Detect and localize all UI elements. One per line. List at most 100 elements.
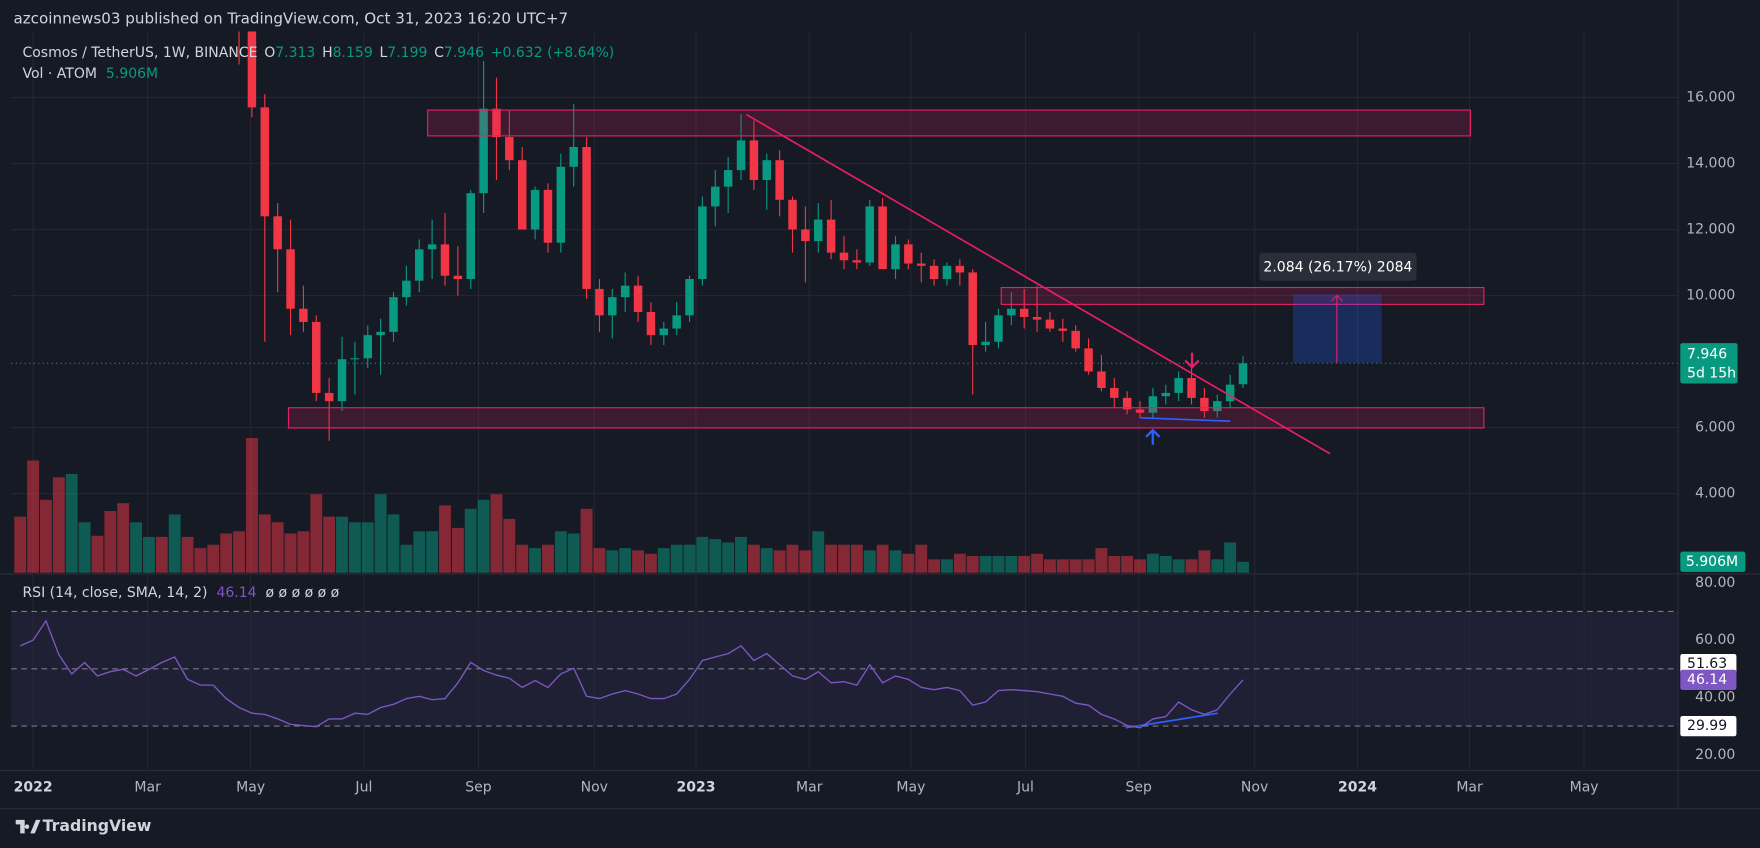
volume-bar bbox=[40, 499, 52, 573]
candle-body bbox=[814, 219, 823, 242]
candle-body bbox=[299, 308, 308, 322]
rsi-value-label: 46.14 bbox=[1687, 672, 1727, 688]
candle-body bbox=[788, 199, 797, 230]
volume-bar bbox=[1005, 555, 1018, 573]
volume-bar bbox=[271, 522, 284, 573]
candle-body bbox=[1161, 392, 1171, 397]
legend-item: 7.313 bbox=[275, 45, 315, 61]
volume-bar bbox=[709, 539, 722, 573]
volume-bar bbox=[464, 508, 477, 573]
candle-body bbox=[672, 315, 681, 329]
x-tick-label: 2024 bbox=[1338, 779, 1377, 795]
x-tick-label: Mar bbox=[796, 779, 823, 795]
volume-bar bbox=[747, 544, 760, 573]
rsi-marker-box bbox=[1680, 654, 1737, 675]
legend-item: O bbox=[264, 45, 275, 61]
volume-bar bbox=[1018, 555, 1031, 573]
volume-bar bbox=[1043, 559, 1056, 573]
candle-body bbox=[1122, 397, 1132, 410]
volume-bar bbox=[1095, 548, 1108, 573]
volume-bar bbox=[812, 531, 825, 573]
trendline bbox=[746, 113, 1331, 455]
candle-body bbox=[530, 189, 540, 230]
legend-item: Vol · ATOM bbox=[22, 66, 97, 82]
volume-bar bbox=[657, 548, 670, 573]
volume-bar bbox=[619, 548, 632, 573]
candle-body bbox=[1135, 409, 1145, 413]
candle-body bbox=[402, 280, 411, 298]
candle-body bbox=[582, 146, 591, 289]
volume-bar bbox=[426, 531, 439, 573]
volume-bar bbox=[233, 531, 245, 573]
published-header: azcoinnews03 published on TradingView.co… bbox=[13, 10, 568, 28]
volume-bar bbox=[104, 511, 117, 573]
candle-body bbox=[1174, 378, 1183, 393]
volume-bar bbox=[902, 553, 915, 573]
volume-bar bbox=[1198, 550, 1211, 573]
measure-arrow bbox=[1330, 294, 1343, 363]
legend-item: ø ø ø ø ø ø bbox=[266, 585, 340, 601]
candle-body bbox=[1007, 308, 1016, 316]
volume-bar bbox=[297, 531, 310, 573]
volume-bar bbox=[490, 494, 503, 573]
candle-body bbox=[1084, 348, 1093, 372]
volume-bar bbox=[451, 527, 464, 573]
candle-body bbox=[1148, 396, 1158, 413]
legend-item: 5.906M bbox=[106, 66, 158, 82]
y-tick-label: 16.000 bbox=[1686, 89, 1735, 105]
brand: TradingView bbox=[43, 816, 152, 835]
volume-bar bbox=[27, 460, 40, 573]
volume-bar bbox=[130, 522, 143, 573]
y-tick-label: 4.000 bbox=[1695, 486, 1735, 502]
candle-body bbox=[1238, 363, 1248, 385]
volume-bar bbox=[1172, 559, 1185, 573]
candle-body bbox=[556, 166, 566, 243]
legend-item: RSI (14, close, SMA, 14, 2) bbox=[22, 585, 207, 601]
y-tick-label: 12.000 bbox=[1686, 222, 1735, 238]
candle-body bbox=[659, 328, 669, 336]
legend-item: L bbox=[379, 45, 387, 61]
volume-bar bbox=[593, 548, 606, 573]
volume-bar bbox=[722, 542, 735, 573]
x-tick-label: Sep bbox=[1126, 779, 1153, 795]
candle-body bbox=[1110, 387, 1119, 398]
volume-bar bbox=[1082, 559, 1095, 573]
volume-bar bbox=[220, 533, 233, 573]
candle-body bbox=[543, 189, 553, 243]
volume-bar bbox=[542, 544, 554, 573]
legend: Vol · ATOM 5.906M bbox=[22, 66, 158, 82]
volume-bar bbox=[1185, 559, 1198, 573]
legend-item: Cosmos / TetherUS, 1W, BINANCE bbox=[22, 45, 257, 61]
volume-bar bbox=[1211, 559, 1224, 573]
candle-body bbox=[1187, 378, 1196, 398]
candle-body bbox=[942, 265, 952, 280]
volume-bar bbox=[245, 438, 258, 573]
y-tick-label: 10.000 bbox=[1686, 288, 1735, 304]
x-tick-label: Jul bbox=[354, 779, 372, 795]
volume-bar bbox=[258, 514, 271, 573]
candle-body bbox=[955, 265, 965, 273]
volume-bar bbox=[735, 536, 747, 573]
x-tick-label: 2023 bbox=[676, 779, 715, 795]
measure-label: 2.084 (26.17%) 2084 bbox=[1263, 259, 1412, 275]
volume-bar bbox=[477, 499, 490, 573]
candle-body bbox=[929, 265, 939, 280]
volume-bar bbox=[194, 548, 207, 573]
candle-body bbox=[312, 321, 321, 393]
candle-body bbox=[620, 285, 630, 298]
volume-bar bbox=[310, 494, 323, 573]
zone bbox=[1000, 286, 1485, 305]
volume-bar bbox=[928, 559, 941, 573]
candle-body bbox=[440, 244, 450, 276]
candle-body bbox=[685, 279, 694, 316]
legend: Cosmos / TetherUS, 1W, BINANCE O7.313 H8.1… bbox=[22, 45, 614, 61]
volume-bar bbox=[889, 550, 902, 573]
candle-body bbox=[376, 331, 385, 336]
candle-body bbox=[1032, 316, 1042, 320]
candle-body bbox=[878, 206, 887, 270]
price-label-box bbox=[1680, 343, 1738, 384]
candle-body bbox=[492, 108, 501, 138]
